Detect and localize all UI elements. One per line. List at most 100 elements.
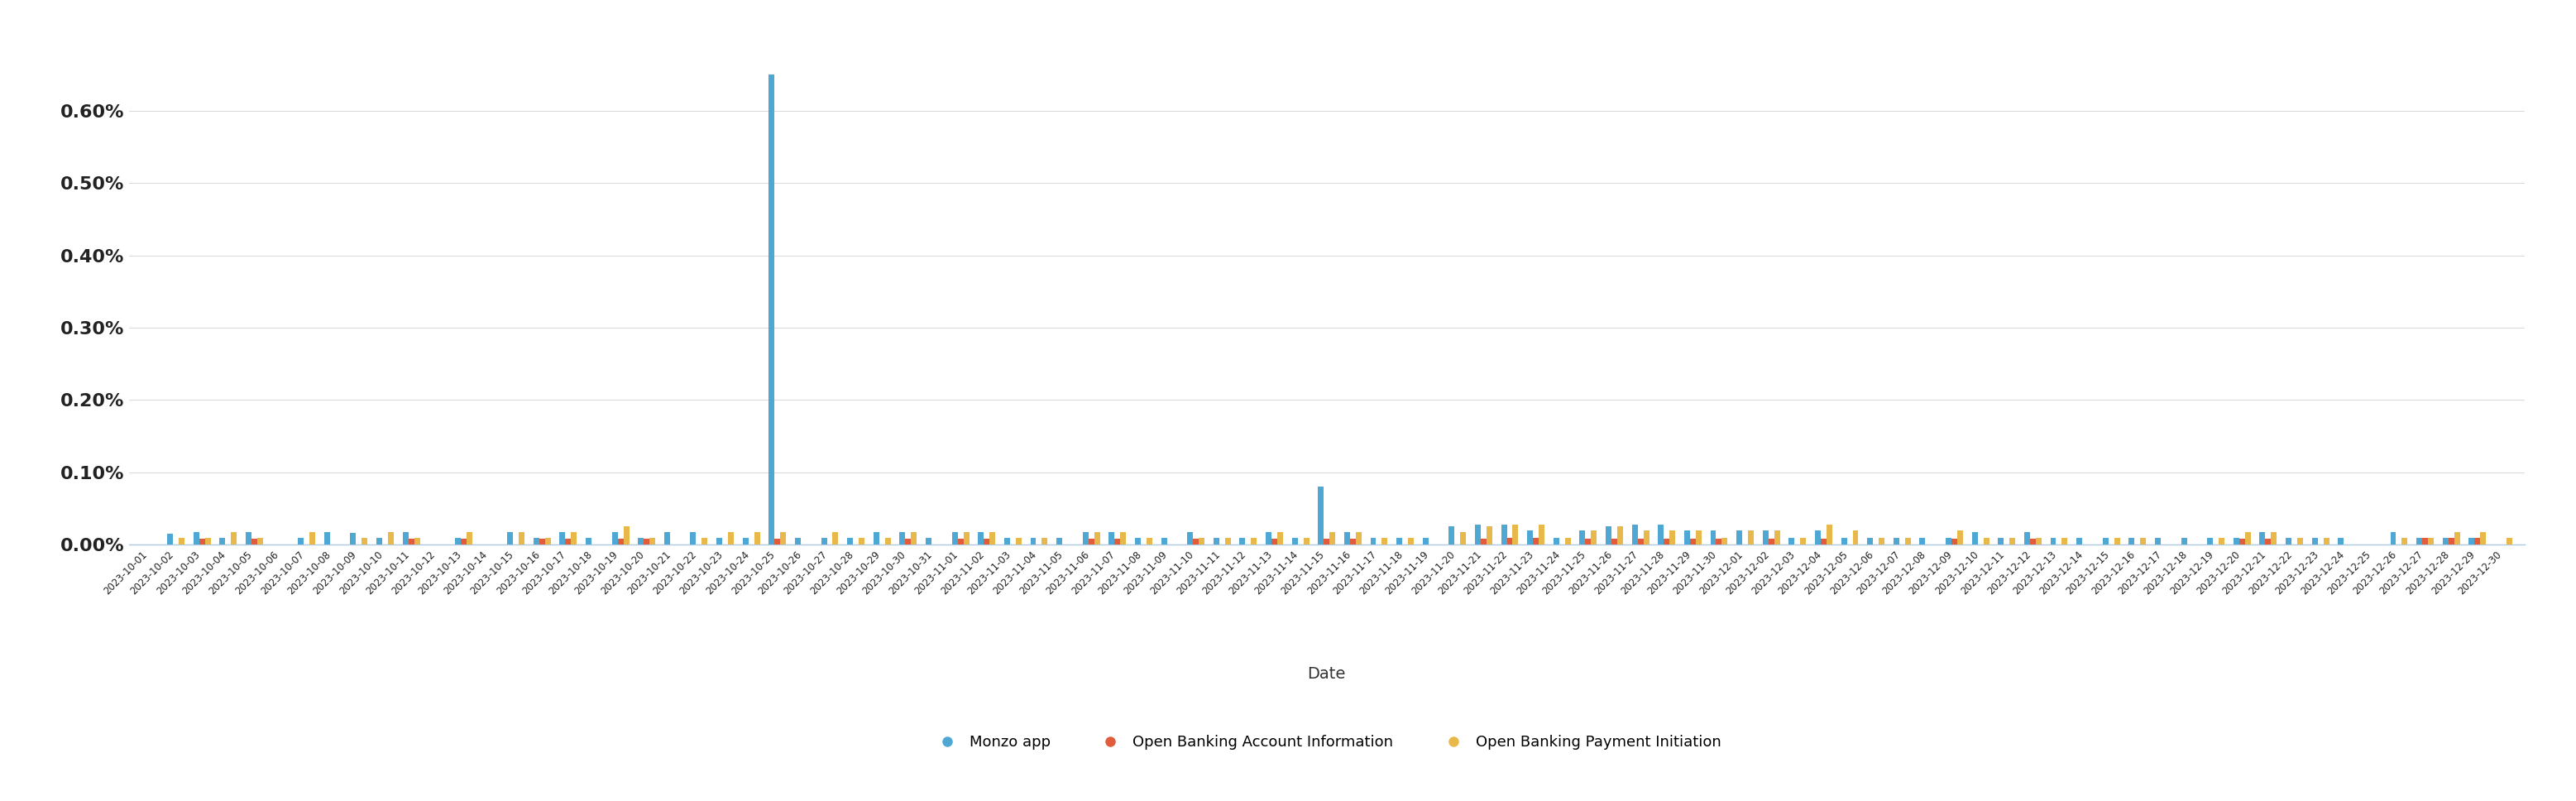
Bar	[361, 537, 368, 545]
Bar	[796, 537, 801, 545]
Bar	[1788, 537, 1795, 545]
Bar	[1893, 537, 1899, 545]
Bar	[1564, 537, 1571, 545]
Bar	[1082, 532, 1090, 545]
Bar	[2141, 537, 2146, 545]
Bar	[415, 537, 420, 545]
Bar	[309, 532, 314, 545]
Bar	[1291, 537, 1298, 545]
Bar	[639, 537, 644, 545]
Bar	[1690, 539, 1695, 545]
Bar	[1121, 532, 1126, 545]
Bar	[1971, 532, 1978, 545]
Bar	[2421, 537, 2429, 545]
Bar	[1821, 539, 1826, 545]
Bar	[252, 539, 258, 545]
Bar	[649, 537, 654, 545]
Bar	[848, 537, 853, 545]
Bar	[1355, 532, 1363, 545]
Bar	[1448, 526, 1455, 545]
Bar	[507, 532, 513, 545]
Bar	[989, 532, 994, 545]
Bar	[1659, 525, 1664, 545]
Bar	[178, 537, 185, 545]
Bar	[1953, 539, 1958, 545]
Bar	[2339, 537, 2344, 545]
Bar	[2156, 537, 2161, 545]
Bar	[350, 533, 355, 545]
Bar	[618, 539, 623, 545]
Bar	[1095, 532, 1100, 545]
Bar	[2416, 537, 2421, 545]
Bar	[1350, 539, 1355, 545]
Bar	[1749, 530, 1754, 545]
Bar	[912, 532, 917, 545]
Bar	[1664, 539, 1669, 545]
Bar	[716, 537, 721, 545]
Bar	[1710, 530, 1716, 545]
Bar	[1198, 537, 1206, 545]
Bar	[245, 533, 252, 545]
Bar	[1381, 537, 1388, 545]
Bar	[963, 532, 969, 545]
Bar	[1538, 525, 1546, 545]
Bar	[1767, 539, 1775, 545]
Bar	[768, 74, 775, 545]
Bar	[1108, 532, 1115, 545]
Bar	[623, 526, 629, 545]
Bar	[1226, 537, 1231, 545]
Bar	[2476, 537, 2481, 545]
Bar	[899, 532, 904, 545]
Bar	[1826, 525, 1832, 545]
Bar	[167, 533, 173, 545]
Bar	[1945, 537, 1953, 545]
Bar	[613, 532, 618, 545]
Bar	[572, 532, 577, 545]
Bar	[1801, 537, 1806, 545]
Bar	[456, 537, 461, 545]
Bar	[1878, 537, 1886, 545]
Bar	[1638, 539, 1643, 545]
Bar	[1958, 530, 1963, 545]
Bar	[1370, 537, 1376, 545]
X-axis label: Date: Date	[1309, 666, 1345, 682]
Bar	[1999, 537, 2004, 545]
Bar	[2128, 537, 2136, 545]
Bar	[1852, 530, 1857, 545]
Bar	[325, 532, 330, 545]
Bar	[1005, 537, 1010, 545]
Bar	[2429, 537, 2434, 545]
Bar	[644, 539, 649, 545]
Bar	[1252, 537, 1257, 545]
Bar	[1528, 530, 1533, 545]
Legend: Monzo app, Open Banking Account Information, Open Banking Payment Initiation: Monzo app, Open Banking Account Informat…	[927, 729, 1726, 756]
Bar	[1090, 539, 1095, 545]
Bar	[1015, 537, 1023, 545]
Bar	[1984, 537, 1989, 545]
Bar	[979, 532, 984, 545]
Bar	[1533, 537, 1538, 545]
Bar	[701, 537, 708, 545]
Bar	[2244, 532, 2251, 545]
Bar	[2115, 537, 2120, 545]
Bar	[1481, 539, 1486, 545]
Bar	[1030, 537, 1036, 545]
Bar	[2076, 537, 2081, 545]
Bar	[2468, 537, 2476, 545]
Bar	[1329, 532, 1334, 545]
Bar	[2208, 537, 2213, 545]
Bar	[466, 532, 471, 545]
Bar	[690, 532, 696, 545]
Bar	[1695, 530, 1700, 545]
Bar	[1486, 526, 1492, 545]
Bar	[299, 537, 304, 545]
Bar	[2455, 532, 2460, 545]
Bar	[1868, 537, 1873, 545]
Bar	[1592, 530, 1597, 545]
Bar	[232, 532, 237, 545]
Bar	[781, 532, 786, 545]
Bar	[2030, 539, 2035, 545]
Bar	[402, 532, 410, 545]
Bar	[2050, 537, 2056, 545]
Bar	[410, 539, 415, 545]
